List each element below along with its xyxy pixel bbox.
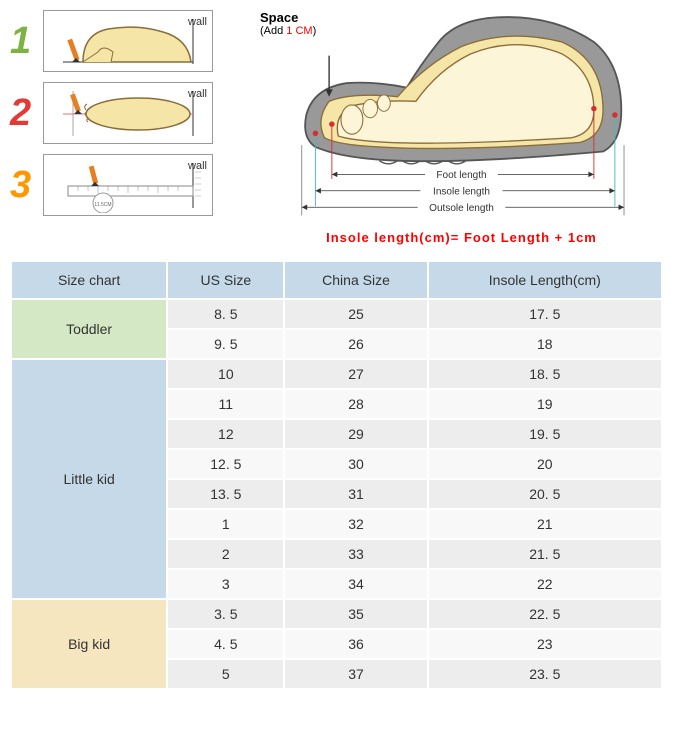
data-cell: 37 <box>284 659 427 689</box>
data-cell: 11 <box>167 389 284 419</box>
data-cell: 33 <box>284 539 427 569</box>
space-label: Space (Add 1 CM) <box>260 10 316 37</box>
data-cell: 13. 5 <box>167 479 284 509</box>
step-number-1: 1 <box>10 20 38 63</box>
wall-label: wall <box>188 88 207 100</box>
data-cell: 8. 5 <box>167 299 284 329</box>
data-cell: 18. 5 <box>428 359 662 389</box>
step-number-2: 2 <box>10 92 38 135</box>
data-cell: 23 <box>428 629 662 659</box>
ruler-icon: 11.5CM <box>53 158 203 213</box>
data-cell: 27 <box>284 359 427 389</box>
category-cell: Toddler <box>11 299 167 359</box>
data-cell: 26 <box>284 329 427 359</box>
header-china-size: China Size <box>284 261 427 299</box>
category-cell: Big kid <box>11 599 167 689</box>
category-cell: Little kid <box>11 359 167 599</box>
data-cell: 3 <box>167 569 284 599</box>
space-sub: (Add 1 CM) <box>260 25 316 37</box>
svg-text:Insole length: Insole length <box>433 186 490 197</box>
step-box-1: wall <box>43 10 213 72</box>
wall-label: wall <box>188 16 207 28</box>
data-cell: 19 <box>428 389 662 419</box>
data-cell: 17. 5 <box>428 299 662 329</box>
data-cell: 36 <box>284 629 427 659</box>
data-cell: 20 <box>428 449 662 479</box>
step-3: 3 wall <box>10 154 240 216</box>
data-cell: 4. 5 <box>167 629 284 659</box>
header-us-size: US Size <box>167 261 284 299</box>
data-cell: 28 <box>284 389 427 419</box>
step-1: 1 wall <box>10 10 240 72</box>
table-row: Little kid102718. 5 <box>11 359 662 389</box>
shoe-diagram: Space (Add 1 CM) <box>260 10 663 245</box>
data-cell: 25 <box>284 299 427 329</box>
step-2: 2 wall <box>10 82 240 144</box>
data-cell: 21 <box>428 509 662 539</box>
data-cell: 22. 5 <box>428 599 662 629</box>
data-cell: 30 <box>284 449 427 479</box>
step-number-3: 3 <box>10 164 38 207</box>
data-cell: 5 <box>167 659 284 689</box>
formula: Insole length(cm)= Foot Length + 1cm <box>260 230 663 245</box>
data-cell: 2 <box>167 539 284 569</box>
data-cell: 19. 5 <box>428 419 662 449</box>
data-cell: 35 <box>284 599 427 629</box>
table-row: Big kid3. 53522. 5 <box>11 599 662 629</box>
data-cell: 21. 5 <box>428 539 662 569</box>
space-title: Space <box>260 10 316 25</box>
data-cell: 9. 5 <box>167 329 284 359</box>
step-box-3: wall <box>43 154 213 216</box>
data-cell: 29 <box>284 419 427 449</box>
table-header-row: Size chart US Size China Size Insole Len… <box>11 261 662 299</box>
data-cell: 34 <box>284 569 427 599</box>
ruler-value: 11.5CM <box>94 202 111 208</box>
header-size-chart: Size chart <box>11 261 167 299</box>
size-chart-table: Size chart US Size China Size Insole Len… <box>10 260 663 690</box>
table-row: Toddler8. 52517. 5 <box>11 299 662 329</box>
step-box-2: wall <box>43 82 213 144</box>
data-cell: 12. 5 <box>167 449 284 479</box>
foot-top-icon <box>53 86 203 141</box>
data-cell: 3. 5 <box>167 599 284 629</box>
svg-text:Foot length: Foot length <box>436 170 486 181</box>
data-cell: 10 <box>167 359 284 389</box>
data-cell: 20. 5 <box>428 479 662 509</box>
shoe-illustration: Foot length Insole length Outsole length <box>260 10 663 220</box>
data-cell: 18 <box>428 329 662 359</box>
foot-side-icon <box>53 14 203 69</box>
data-cell: 1 <box>167 509 284 539</box>
top-section: 1 wall 2 wall <box>10 10 663 245</box>
data-cell: 23. 5 <box>428 659 662 689</box>
measurement-steps: 1 wall 2 wall <box>10 10 240 245</box>
header-insole-length: Insole Length(cm) <box>428 261 662 299</box>
svg-text:Outsole length: Outsole length <box>429 203 494 214</box>
data-cell: 32 <box>284 509 427 539</box>
data-cell: 22 <box>428 569 662 599</box>
data-cell: 31 <box>284 479 427 509</box>
wall-label: wall <box>188 160 207 172</box>
data-cell: 12 <box>167 419 284 449</box>
